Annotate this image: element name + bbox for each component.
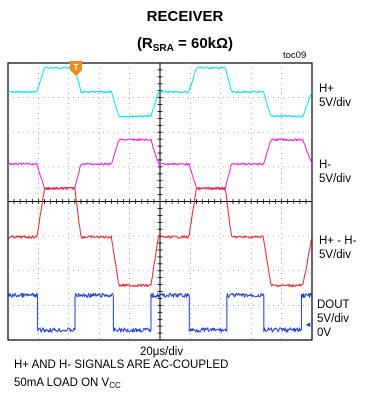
- channel4-ground: 0V: [317, 327, 332, 339]
- channel2-scale: 5V/div: [319, 173, 351, 185]
- channel2-name: H-: [319, 159, 332, 171]
- subtitle-subscript: SRA: [152, 43, 174, 54]
- trace-h-h: [7, 186, 313, 288]
- channel1-label: H+ 5V/div: [319, 82, 351, 110]
- channel3-name: H+ - H-: [319, 235, 357, 247]
- trace-h: [7, 66, 313, 118]
- subtitle-tail: = 60kΩ): [173, 35, 234, 52]
- channel3-label: H+ - H- 5V/div: [319, 234, 356, 262]
- channel4-name: DOUT: [317, 299, 350, 311]
- chart-title: RECEIVER: [146, 8, 224, 25]
- subtitle-open: (R: [136, 35, 153, 52]
- channel4-scale: 5V/div: [317, 313, 349, 325]
- note-ac-coupled: H+ AND H- SIGNALS ARE AC-COUPLED: [14, 359, 229, 371]
- note-load: 50mA LOAD ON VCC: [14, 377, 121, 390]
- channel1-name: H+: [319, 83, 335, 95]
- figure-id: toc09: [283, 50, 307, 61]
- channel2-label: H- 5V/div: [319, 158, 351, 186]
- ground-marker-icon: ◄: [304, 320, 312, 329]
- trigger-marker-label: T: [74, 63, 79, 72]
- trigger-marker-icon: [70, 61, 82, 76]
- note-load-main: 50mA LOAD ON V: [14, 377, 110, 389]
- channel1-scale: 5V/div: [319, 97, 351, 109]
- channel4-label: DOUT 5V/div 0V: [317, 298, 350, 340]
- scope-markers: T ◄: [70, 61, 312, 329]
- channel3-scale: 5V/div: [319, 249, 351, 261]
- timebase-label: 20μs/div: [140, 346, 184, 358]
- note-load-subscript: CC: [109, 381, 121, 390]
- scope-frame: [7, 62, 313, 341]
- scope-traces: [7, 66, 313, 333]
- chart-subtitle: (RSRA = 60kΩ): [0, 35, 370, 54]
- trace-dout: [7, 292, 313, 333]
